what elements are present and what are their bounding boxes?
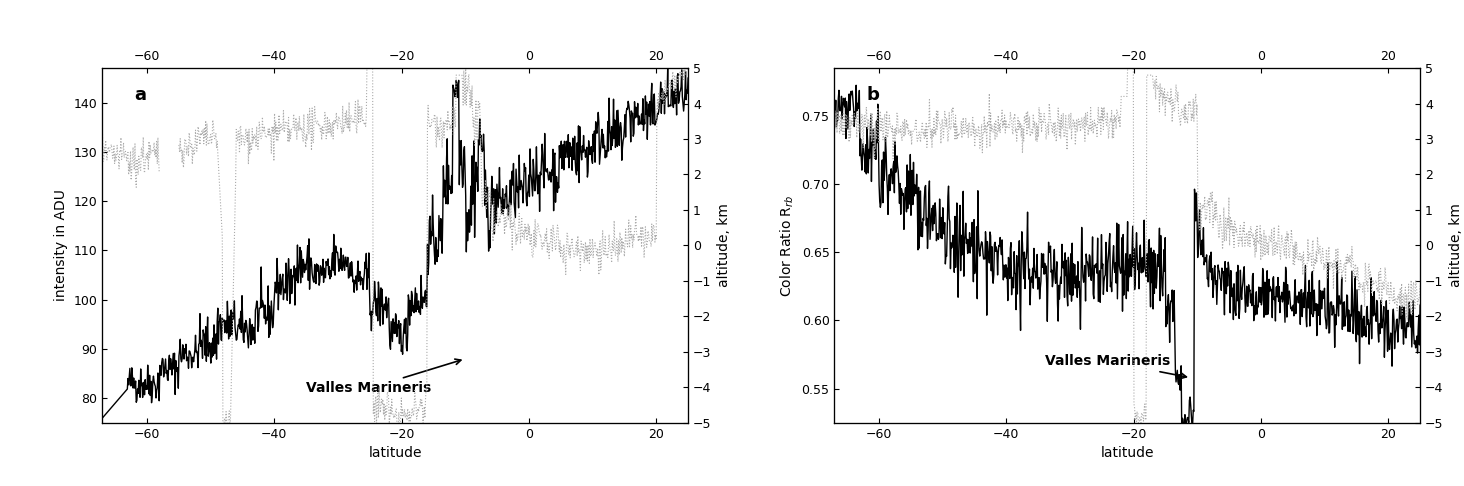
- Text: b: b: [867, 86, 880, 104]
- Y-axis label: altitude, km: altitude, km: [1449, 204, 1463, 287]
- Y-axis label: intensity in ADU: intensity in ADU: [54, 190, 69, 301]
- X-axis label: latitude: latitude: [1101, 446, 1154, 460]
- Text: Valles Marineris: Valles Marineris: [1044, 354, 1186, 379]
- Text: Valles Marineris: Valles Marineris: [306, 359, 461, 395]
- Y-axis label: altitude, km: altitude, km: [717, 204, 731, 287]
- Y-axis label: Color Ratio R$_{rb}$: Color Ratio R$_{rb}$: [779, 194, 796, 296]
- X-axis label: latitude: latitude: [369, 446, 422, 460]
- Text: a: a: [135, 86, 146, 104]
